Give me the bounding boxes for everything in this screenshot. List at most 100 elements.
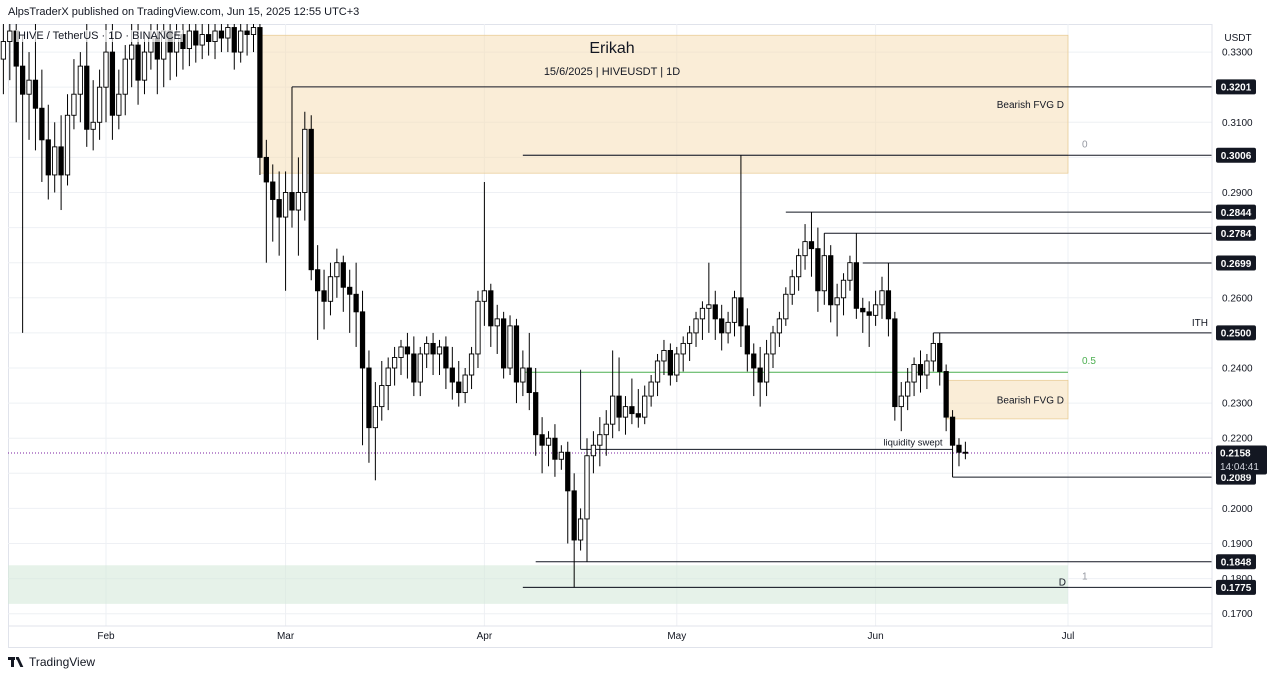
candle-down: [443, 346, 449, 369]
candle-up: [622, 406, 629, 418]
candle-down: [744, 325, 750, 355]
candle-up: [122, 58, 128, 95]
candle-down: [449, 367, 455, 383]
fib-label: 0.5: [1082, 356, 1096, 367]
candle-down: [949, 416, 956, 446]
candle-down: [552, 437, 558, 460]
candle-down: [500, 318, 507, 369]
levels: [8, 86, 1212, 588]
candle-up: [930, 342, 936, 362]
level-price-tag: 0.2844: [1221, 208, 1252, 219]
level-price-tag: 0.2089: [1221, 473, 1252, 484]
candle-up: [674, 353, 680, 376]
candle-up: [379, 385, 385, 408]
chart-title: Erikah: [589, 40, 634, 57]
candle-up: [911, 364, 917, 383]
candle-down: [257, 27, 263, 158]
fib-label: 1: [1082, 571, 1088, 582]
annotations: Bearish FVG D Bearish FVG D 0 0.5 1 ITH Dliqui…: [544, 40, 1208, 588]
x-tick-label: Jun: [868, 631, 884, 642]
x-tick-label: Apr: [477, 631, 493, 642]
level-note: ITH: [1192, 318, 1208, 329]
candle-down: [828, 255, 834, 306]
tradingview-logo-icon: [8, 656, 30, 668]
level-price-tag: 0.3006: [1221, 151, 1252, 162]
candle-down: [917, 364, 924, 376]
candle-up: [116, 93, 122, 116]
candle-down: [565, 451, 571, 492]
candle-up: [597, 434, 603, 446]
level-price-tag: 0.1848: [1221, 558, 1252, 569]
candle-down: [712, 304, 718, 320]
candle-up: [475, 300, 481, 355]
candle-down: [635, 413, 641, 418]
footer-brand: TradingView: [29, 655, 96, 669]
y-tick-label: 0.2400: [1222, 364, 1253, 375]
candle-down: [943, 371, 949, 418]
candle-down: [815, 248, 821, 292]
candle-down: [430, 342, 436, 355]
y-tick-label: 0.3300: [1222, 48, 1253, 59]
candle-down: [751, 353, 757, 369]
y-tick-label: 0.3100: [1222, 118, 1253, 129]
candle-down: [315, 269, 321, 292]
candle-up: [250, 27, 257, 35]
candle-down: [456, 381, 462, 394]
countdown-timer: 14:04:41: [1220, 462, 1259, 473]
level-price-tag-bg: [1216, 579, 1256, 595]
candle-up: [481, 290, 488, 302]
candle-up: [796, 255, 802, 278]
candle-up: [680, 342, 686, 355]
candle-down: [937, 342, 943, 372]
level-price-tag-bg: [1216, 225, 1256, 241]
candle-down: [32, 79, 39, 109]
x-tick-label: Feb: [97, 631, 115, 642]
candle-down: [45, 139, 51, 176]
candle-up: [186, 30, 193, 50]
zone-label: Bearish FVG D: [997, 396, 1064, 407]
candle-down: [513, 325, 520, 383]
candle-down: [956, 444, 962, 453]
candle-up: [648, 381, 654, 397]
level-price-tag: 0.3201: [1221, 83, 1252, 94]
chart-subtitle: 15/6/2025 | HIVEUSDT | 1D: [544, 66, 680, 78]
candle-up: [129, 44, 135, 60]
candle-down: [962, 451, 969, 454]
candle-down: [539, 434, 545, 446]
candle-up: [610, 395, 616, 425]
bearish-fvg-zone: [945, 379, 1069, 420]
candle-down: [109, 51, 116, 116]
candle-down: [892, 318, 898, 408]
candle-up: [725, 321, 731, 334]
candle-down: [757, 367, 763, 383]
symbol-label[interactable]: HIVE / TetherUS · 1D · BINANCE: [16, 30, 184, 42]
y-tick-label: 0.2600: [1222, 293, 1253, 304]
candle-down: [58, 146, 64, 176]
candle-up: [905, 381, 911, 397]
candle-up: [468, 353, 475, 376]
candle-down: [860, 307, 866, 313]
candle-down: [321, 290, 327, 302]
candle-up: [770, 332, 776, 355]
candle-up: [603, 423, 609, 436]
candle-down: [84, 65, 90, 130]
candle-up: [77, 65, 83, 95]
candle-up: [71, 93, 77, 116]
candle-down: [347, 286, 353, 295]
candle-up: [821, 255, 827, 292]
y-tick-label: 0.2900: [1222, 188, 1253, 199]
y-tick-label: 0.1800: [1222, 574, 1253, 585]
level-price-tag: 0.2699: [1221, 259, 1252, 270]
candle-down: [667, 349, 674, 376]
candle-up: [879, 290, 885, 306]
level-note: D: [1059, 577, 1066, 588]
y-tick-label: 0.2300: [1222, 399, 1253, 410]
candle-down: [411, 353, 417, 383]
candle-up: [494, 318, 500, 327]
candle-up: [840, 279, 847, 299]
candle-up: [327, 276, 334, 302]
candle-up: [141, 51, 148, 81]
footer: TradingView: [8, 655, 95, 669]
candle-down: [488, 290, 494, 327]
